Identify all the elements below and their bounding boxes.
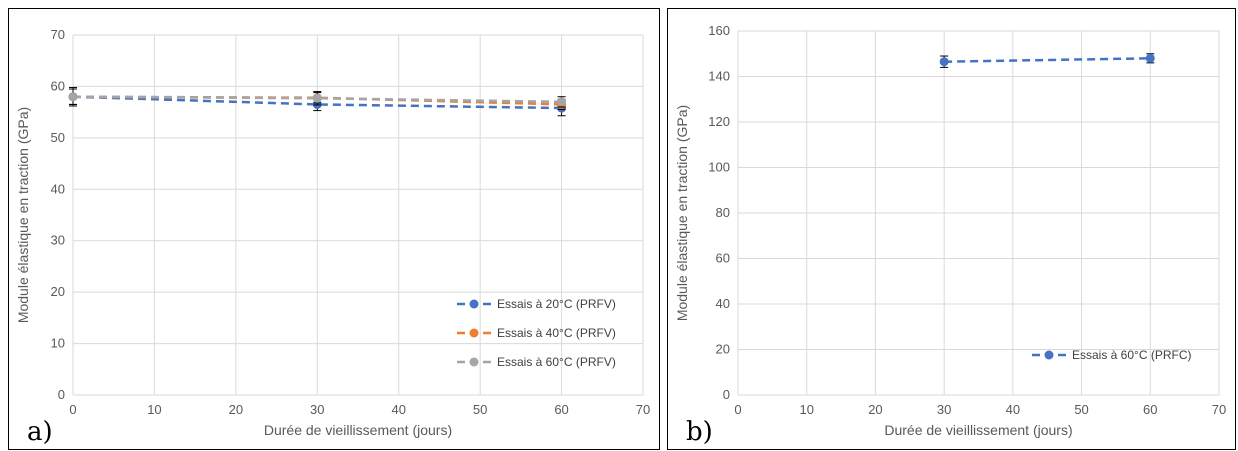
data-point [557, 97, 567, 107]
y-tick-label: 30 [51, 233, 65, 248]
legend-marker [469, 328, 479, 338]
x-tick-label: 0 [69, 402, 76, 417]
data-point [68, 92, 78, 102]
panel-label-a: a) [27, 417, 53, 447]
y-tick-label: 140 [708, 69, 730, 84]
y-tick-label: 70 [51, 27, 65, 42]
x-tick-label: 50 [1074, 402, 1088, 417]
data-point [312, 93, 322, 103]
y-axis-title: Module élastique en traction (GPa) [15, 107, 31, 323]
series-line [72, 95, 562, 110]
y-tick-label: 10 [51, 336, 65, 351]
chart-panel-a: 0 10 20 30 40 50 60 70 0 10 20 30 40 50 60 70 Durée de v… [8, 8, 660, 450]
panel-label-b: b) [686, 417, 713, 447]
chart-panel-b: 0 10 20 30 40 50 60 70 0 20 40 60 80 100 120 140 160 Duré… [667, 8, 1236, 450]
chart-a-svg: 0 10 20 30 40 50 60 70 0 10 20 30 40 50 60 70 Durée de v… [15, 27, 650, 438]
y-tick-label: 60 [51, 78, 65, 93]
y-tick-label: 120 [708, 114, 730, 129]
y-tick-label: 20 [51, 284, 65, 299]
legend-label: Essais à 60°C (PRFC) [1072, 348, 1192, 362]
x-tick-label: 0 [734, 402, 741, 417]
x-axis-title: Durée de vieillissement (jours) [884, 422, 1072, 438]
y-tick-label: 100 [708, 160, 730, 175]
legend-marker [469, 357, 479, 367]
legend: Essais à 20°C (PRFV) Essais à 40°C (PRFV)… [457, 297, 616, 369]
y-tick-label: 40 [51, 181, 65, 196]
legend-label: Essais à 40°C (PRFV) [497, 326, 616, 340]
y-tick-label: 60 [716, 251, 730, 266]
x-tick-label: 60 [1143, 402, 1157, 417]
y-tick-label: 160 [708, 23, 730, 38]
legend-marker [1044, 350, 1054, 360]
y-axis-title: Module élastique en traction (GPa) [674, 105, 690, 321]
legend-label: Essais à 20°C (PRFV) [497, 297, 616, 311]
legend-label: Essais à 60°C (PRFV) [497, 355, 616, 369]
series-line [944, 57, 1151, 63]
legend: Essais à 60°C (PRFC) [1032, 348, 1192, 362]
x-tick-label: 20 [868, 402, 882, 417]
x-tick-label: 40 [391, 402, 405, 417]
chart-b-svg: 0 10 20 30 40 50 60 70 0 20 40 60 80 100 120 140 160 Duré… [674, 23, 1226, 438]
x-tick-label: 30 [937, 402, 951, 417]
y-tick-label: 50 [51, 130, 65, 145]
x-tick-label: 60 [554, 402, 568, 417]
x-tick-label: 20 [229, 402, 243, 417]
y-tick-label: 80 [716, 205, 730, 220]
x-axis-title: Durée de vieillissement (jours) [264, 422, 452, 438]
y-tick-label: 0 [723, 387, 730, 402]
y-tick-label: 0 [58, 387, 65, 402]
x-tick-label: 30 [310, 402, 324, 417]
x-tick-label: 10 [799, 402, 813, 417]
y-tick-label: 20 [716, 342, 730, 357]
x-tick-label: 40 [1006, 402, 1020, 417]
y-tick-label: 40 [716, 296, 730, 311]
x-tick-label: 10 [147, 402, 161, 417]
x-tick-label: 70 [1212, 402, 1226, 417]
legend-marker [469, 299, 479, 309]
data-point [939, 57, 949, 67]
x-tick-label: 50 [473, 402, 487, 417]
x-tick-label: 70 [636, 402, 650, 417]
series-line [72, 95, 562, 104]
data-point [1145, 53, 1155, 63]
